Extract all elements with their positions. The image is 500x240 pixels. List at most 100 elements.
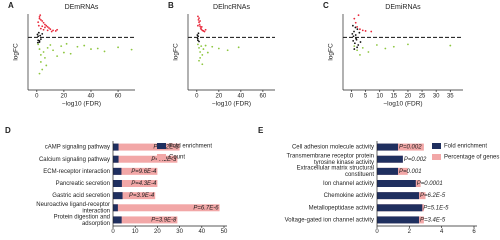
point (39, 54, 42, 56)
bar (113, 167, 158, 175)
point (407, 43, 409, 46)
point (353, 48, 356, 50)
point (198, 23, 201, 26)
p-value-label: P=4.3E-4 (131, 181, 157, 187)
point (204, 44, 207, 47)
point (204, 28, 207, 31)
bar (377, 192, 420, 200)
point (49, 44, 52, 46)
point (351, 32, 354, 35)
point (45, 24, 48, 27)
point (96, 47, 99, 50)
chart-title: DElncRNAs (213, 4, 250, 11)
point (39, 18, 42, 21)
point (197, 43, 199, 46)
point (197, 32, 200, 35)
point (197, 39, 199, 42)
point (38, 39, 41, 42)
point (46, 25, 49, 28)
x-tick-label: 15 (390, 94, 397, 100)
x-tick-label: 0 (195, 94, 199, 100)
category-label: Metallopeptidase activity (309, 205, 374, 211)
point (48, 27, 50, 29)
legend-label: Fold enrichment (444, 144, 487, 150)
category-label: Protein digestion and (54, 214, 110, 220)
point (130, 48, 133, 51)
point (56, 28, 59, 31)
point (41, 68, 44, 71)
point (37, 21, 40, 24)
point (359, 28, 361, 31)
point (355, 37, 357, 40)
panel-letter: E (258, 126, 264, 135)
point (65, 42, 68, 45)
point (359, 54, 361, 56)
p-value-label: P=6.2E-5 (420, 193, 446, 199)
category-label: adsorption (82, 221, 110, 227)
point (354, 34, 357, 36)
point (197, 24, 199, 27)
category-label: interaction (82, 209, 110, 215)
category-label: Gastric acid secretion (52, 193, 110, 199)
point (39, 61, 42, 63)
point (353, 42, 356, 45)
point (356, 46, 359, 49)
x-axis-label: −log10 (FDR) (62, 101, 101, 108)
point (370, 30, 373, 33)
y-axis-label: logFC (173, 43, 180, 61)
point (197, 35, 200, 38)
category-label: Extracellular matrix structural (297, 166, 374, 172)
point (196, 37, 199, 40)
p-value-label: P=3.9E-8 (151, 218, 177, 224)
point (37, 43, 40, 46)
point (199, 51, 202, 53)
point (375, 44, 378, 46)
legend-swatch (157, 143, 166, 149)
bar (113, 192, 123, 200)
category-label: cAMP signaling pathway (45, 145, 110, 151)
point (353, 17, 356, 20)
x-tick-label: 35 (447, 94, 454, 100)
x-tick-label: 40 (238, 94, 245, 100)
point (50, 30, 53, 33)
bar (113, 143, 119, 151)
point (198, 59, 200, 62)
p-value-label: P=5.1E-5 (423, 205, 449, 211)
point (198, 21, 200, 24)
point (237, 46, 240, 49)
x-tick-label: 10 (132, 229, 139, 235)
x-tick-label: 0 (375, 229, 379, 235)
point (56, 55, 59, 57)
x-tick-label: 25 (419, 94, 426, 100)
y-axis-label: logFC (13, 43, 20, 61)
x-tick-label: 60 (115, 94, 122, 100)
x-tick-label: 40 (88, 94, 95, 100)
bar (113, 167, 122, 175)
point (352, 39, 355, 42)
panel-letter: D (5, 126, 11, 135)
bar (113, 155, 119, 163)
x-tick-label: 0 (350, 94, 354, 100)
x-axis-label: −log10 (FDR) (212, 101, 251, 108)
point (38, 17, 41, 20)
point (83, 44, 86, 47)
x-tick-label: 30 (176, 229, 183, 235)
point (392, 45, 395, 48)
point (199, 56, 202, 59)
x-tick-label: 50 (221, 229, 228, 235)
point (49, 28, 52, 31)
point (54, 30, 57, 32)
bar (113, 180, 158, 187)
point (44, 56, 46, 59)
point (217, 47, 220, 50)
x-tick-label: 20 (61, 94, 68, 100)
point (361, 47, 364, 49)
point (103, 50, 106, 53)
point (197, 15, 199, 18)
point (354, 26, 357, 29)
point (353, 30, 355, 33)
point (356, 28, 359, 31)
x-tick-label: 30 (433, 94, 440, 100)
point (38, 48, 41, 50)
